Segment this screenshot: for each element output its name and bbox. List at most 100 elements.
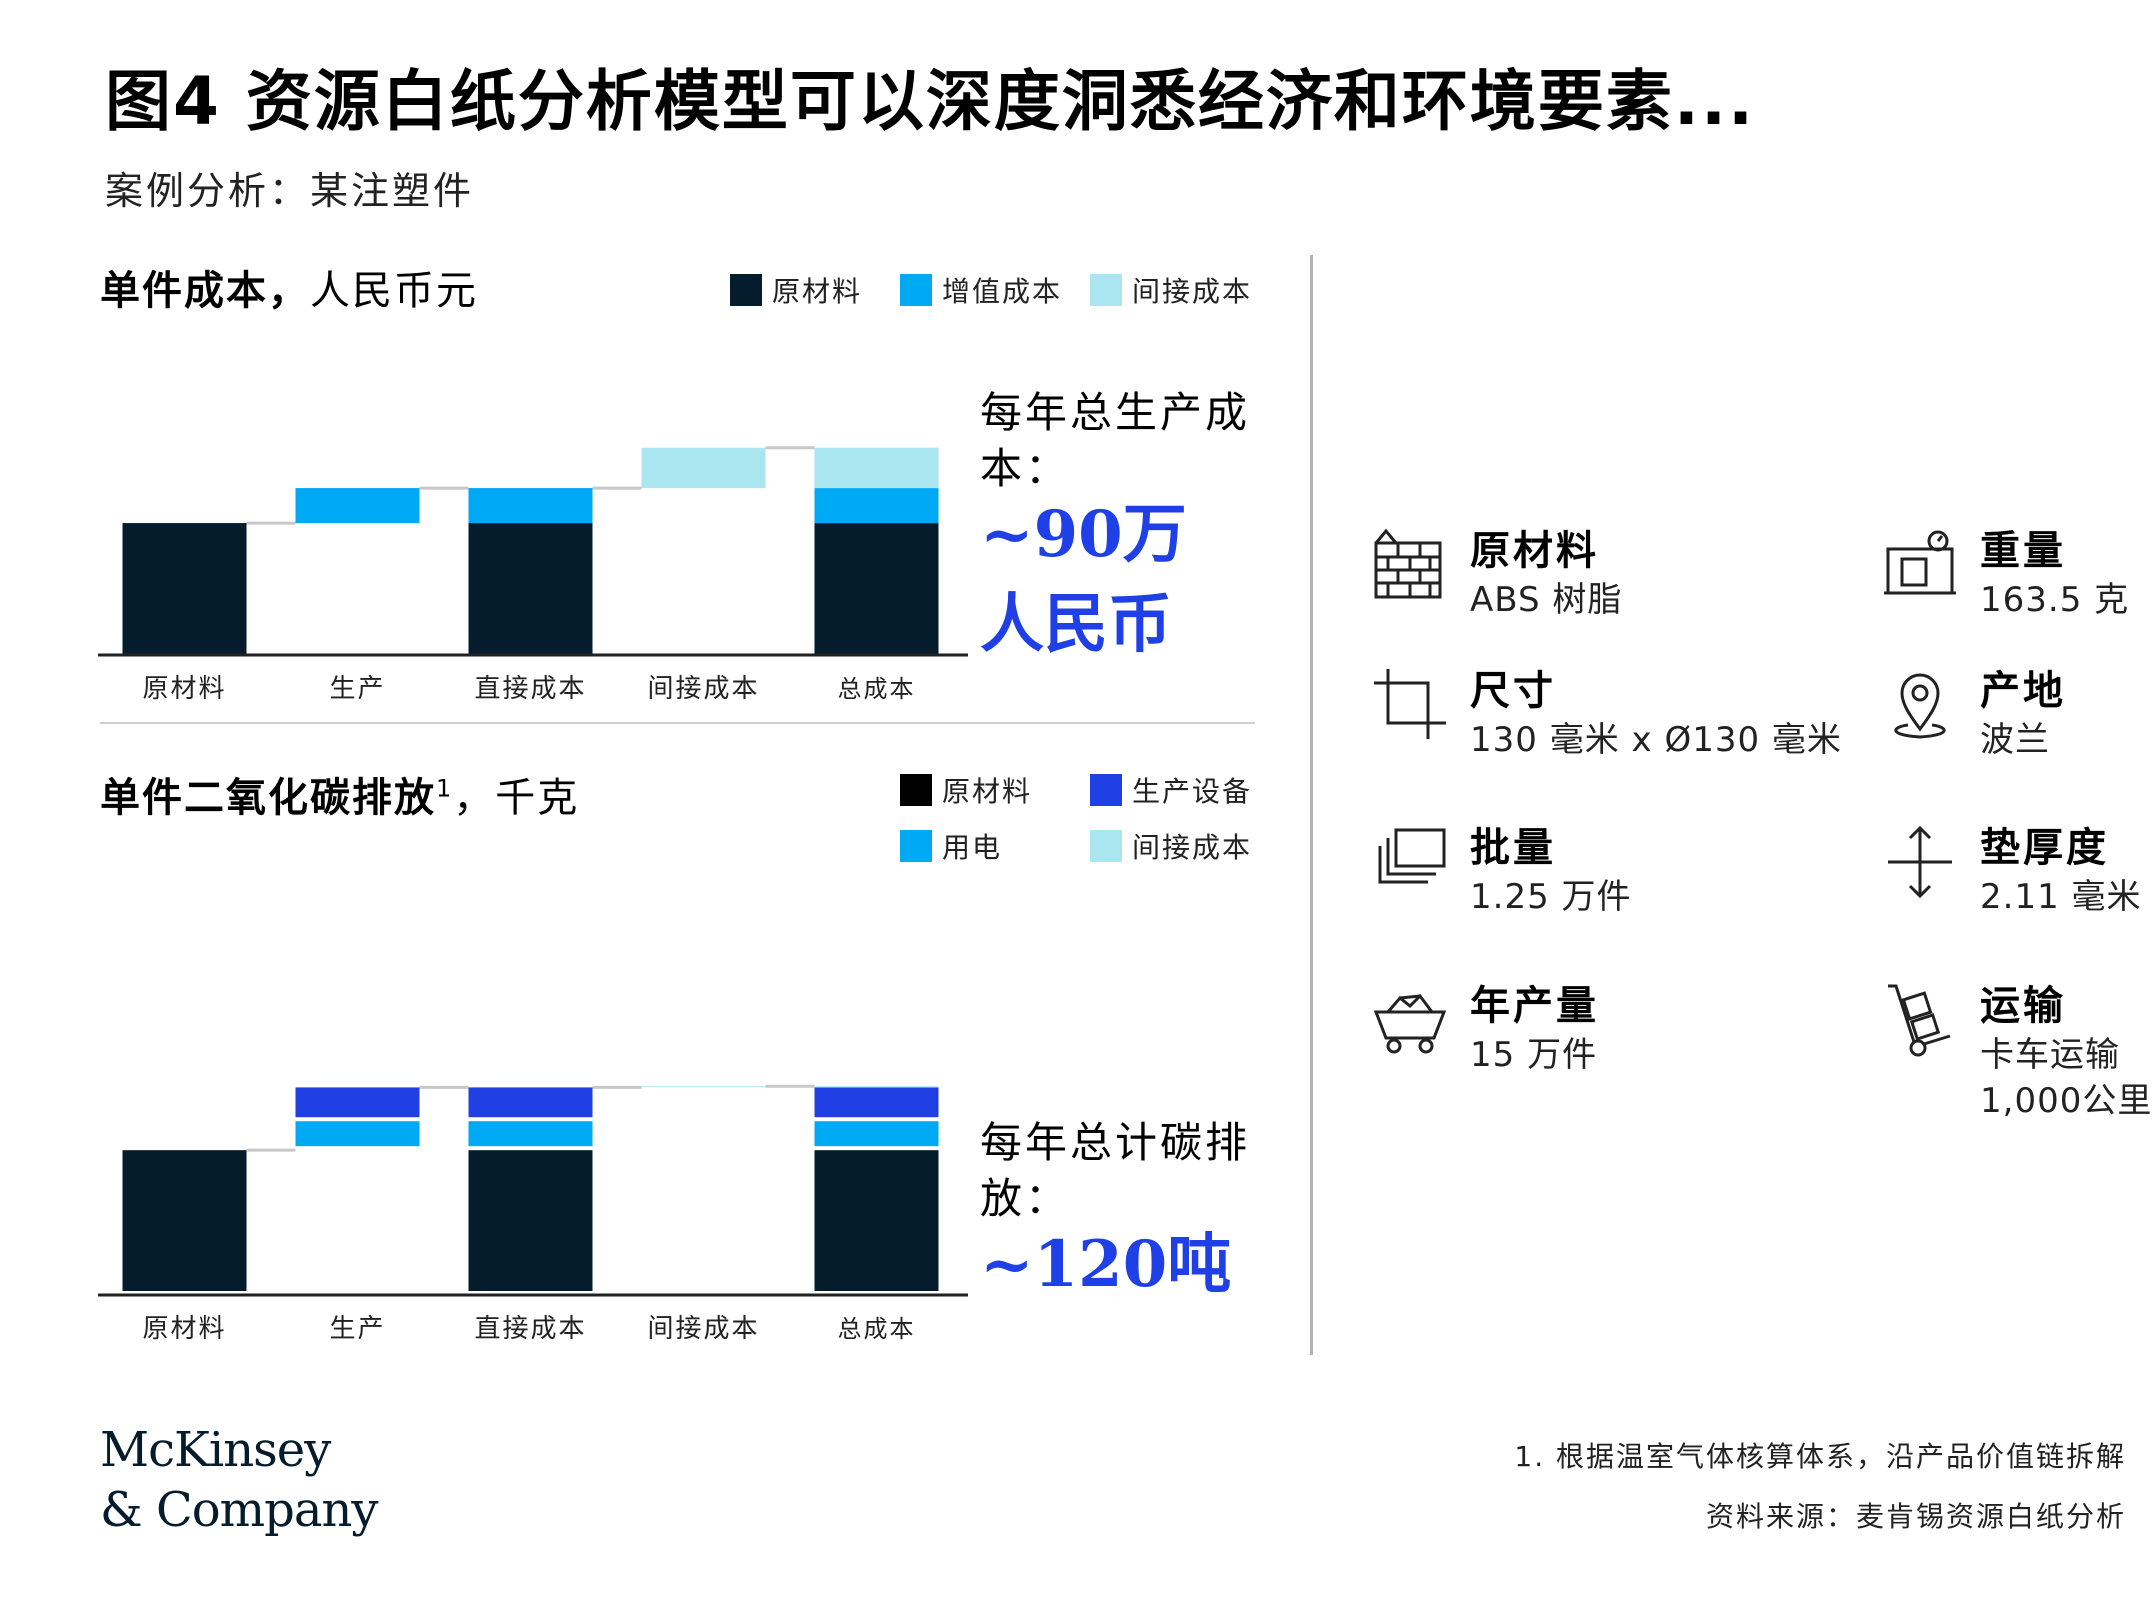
co2-chart-title-unit: ，千克	[453, 775, 580, 821]
bar-1-5	[814, 523, 939, 655]
spec-weight: 重量 163.5 克	[1880, 525, 2129, 623]
spec-label: 批量	[1470, 825, 1556, 871]
spec-value: 波兰	[1980, 720, 2050, 760]
co2-legend-indirect: 间接成本	[1090, 826, 1252, 866]
bar-4-4	[641, 1086, 766, 1088]
logo-line-2: & Company	[100, 1482, 378, 1538]
bar-2-5	[814, 1121, 939, 1147]
co2-legend-raw-material: 原材料	[900, 770, 1032, 810]
legend-label: 原材料	[942, 775, 1033, 808]
spec-label: 重量	[1980, 528, 2066, 574]
x-tick-label: 直接成本	[474, 674, 586, 704]
crop-icon	[1374, 669, 1446, 739]
x-tick-label: 原材料	[142, 1314, 226, 1344]
legend-label: 间接成本	[1132, 275, 1253, 308]
x-tick-label: 原材料	[142, 674, 226, 704]
vertical-divider	[1310, 255, 1313, 1355]
footnote: 1. 根据温室气体核算体系，沿产品价值链拆解	[1514, 1440, 2126, 1473]
bar-3-2	[295, 1087, 420, 1118]
spec-label: 垫厚度	[1980, 825, 2109, 871]
page-subtitle: 案例分析：某注塑件	[105, 169, 475, 213]
legend-swatch	[1090, 830, 1122, 862]
legend-swatch	[900, 274, 932, 306]
co2-legend-electricity: 用电	[900, 826, 1002, 866]
spec-label: 运输	[1980, 983, 2066, 1029]
spec-batch: 批量 1.25 万件	[1370, 822, 1632, 920]
x-tick-label: 生产	[329, 674, 385, 704]
bar-1-1	[122, 523, 247, 655]
bricks-icon	[1374, 528, 1442, 599]
x-tick-label: 间接成本	[647, 674, 759, 704]
bar-4-5	[814, 1086, 939, 1088]
cost-chart-title-unit: 人民币元	[310, 268, 478, 314]
legend-label: 增值成本	[942, 275, 1063, 308]
x-tick-label: 总成本	[838, 675, 916, 703]
legend-label: 生产设备	[1132, 775, 1253, 808]
co2-chart-svg: 原材料 生产 直接成本 间接成本 总成本	[98, 1084, 968, 1344]
spec-origin: 产地 波兰	[1880, 665, 2066, 763]
bar-3-4	[641, 447, 766, 489]
co2-annotation-value: ~120吨	[980, 1227, 1232, 1302]
vertical-arrows-icon	[1888, 825, 1952, 899]
legend-label: 间接成本	[1132, 831, 1253, 864]
spec-dimensions: 尺寸 130 毫米 x Ø130 毫米	[1370, 665, 1842, 763]
legend-swatch	[730, 274, 762, 306]
bar-1-3	[468, 523, 593, 655]
bar-2-3	[468, 488, 593, 524]
bar-2-5	[814, 488, 939, 524]
legend-label: 原材料	[772, 275, 863, 308]
bar-2-3	[468, 1121, 593, 1147]
bar-3-5	[814, 1087, 939, 1118]
bar-2-2	[295, 1121, 420, 1147]
legend-swatch	[1090, 774, 1122, 806]
co2-legend-equipment: 生产设备	[1090, 770, 1252, 810]
logo-line-1: McKinsey	[100, 1422, 331, 1478]
spec-value-2: 1,000公里	[1980, 1081, 2153, 1121]
cost-legend-value-added: 增值成本	[900, 270, 1062, 310]
minecart-icon	[1373, 993, 1447, 1054]
legend-label: 用电	[942, 831, 1003, 864]
cost-chart-svg: 原材料 生产 直接成本 间接成本 总成本	[98, 446, 968, 704]
x-tick-label: 间接成本	[647, 1314, 759, 1344]
mckinsey-logo: McKinsey & Company	[100, 1420, 378, 1540]
spec-value: 卡车运输	[1980, 1035, 2120, 1075]
legend-swatch	[900, 774, 932, 806]
spec-value: 15 万件	[1470, 1035, 1598, 1075]
source-note: 资料来源：麦肯锡资源白纸分析	[1705, 1500, 2126, 1533]
hand-truck-icon	[1888, 984, 1951, 1057]
spec-transport: 运输 卡车运输 1,000公里	[1880, 980, 2152, 1124]
spec-value: 1.25 万件	[1470, 877, 1632, 917]
cost-legend-raw-material: 原材料	[730, 270, 862, 310]
spec-label: 尺寸	[1470, 668, 1556, 714]
legend-swatch	[900, 830, 932, 862]
co2-chart-title: 单件二氧化碳排放1，千克	[100, 765, 579, 823]
cost-chart-title: 单件成本，人民币元	[100, 258, 478, 316]
page-title: 图4 资源白纸分析模型可以深度洞悉经济和环境要素...	[105, 63, 1756, 140]
spec-label: 原材料	[1470, 528, 1599, 574]
cost-legend-indirect: 间接成本	[1090, 270, 1252, 310]
x-tick-label: 总成本	[838, 1315, 916, 1343]
bar-1-3	[468, 1150, 593, 1291]
spec-value: 2.11 毫米	[1980, 877, 2142, 917]
spec-pad-thickness: 垫厚度 2.11 毫米	[1880, 822, 2142, 920]
spec-value: 130 毫米 x Ø130 毫米	[1470, 720, 1842, 760]
legend-swatch	[1090, 274, 1122, 306]
bar-3-5	[814, 447, 939, 489]
bar-3-3	[468, 1087, 593, 1118]
co2-annotation-label: 每年总计碳排放：	[980, 1118, 1251, 1223]
cost-chart-title-bold: 单件成本，	[100, 268, 310, 314]
location-pin-icon	[1894, 673, 1946, 739]
footnote-marker: 1	[436, 774, 454, 803]
co2-chart: 原材料 生产 直接成本 间接成本 总成本	[98, 980, 968, 1350]
spec-annual-output: 年产量 15 万件	[1370, 980, 1599, 1078]
spec-value: 163.5 克	[1980, 580, 2130, 620]
spec-label: 年产量	[1470, 983, 1599, 1029]
bar-1-5	[814, 1150, 939, 1291]
x-tick-label: 生产	[329, 1314, 385, 1344]
cost-annotation-value-1: ~90万	[980, 497, 1187, 572]
cost-chart: 原材料 生产 直接成本 间接成本 总成本	[98, 380, 968, 710]
stack-icon	[1378, 828, 1446, 884]
section-divider	[100, 722, 1255, 724]
scale-icon	[1884, 530, 1956, 595]
cost-annotation-value-2: 人民币	[980, 587, 1172, 662]
